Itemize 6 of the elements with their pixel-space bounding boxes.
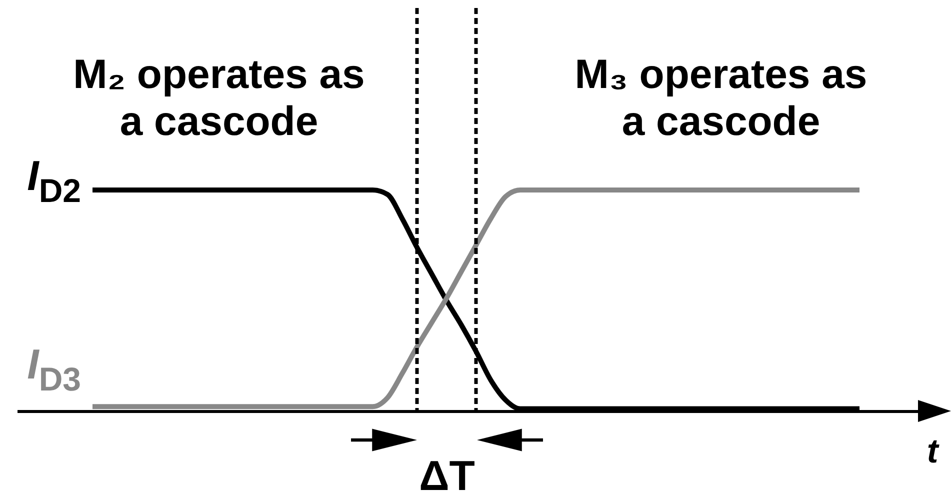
text: M₃ operates as a cascode	[574, 51, 868, 144]
series-label: I$_{D3}$	[27, 340, 81, 398]
series-label: I$_{D2}$	[27, 152, 81, 209]
text: M₂ operates as a cascode	[73, 51, 365, 144]
x-axis-title: t	[926, 432, 940, 470]
text: ΔT	[419, 452, 476, 494]
